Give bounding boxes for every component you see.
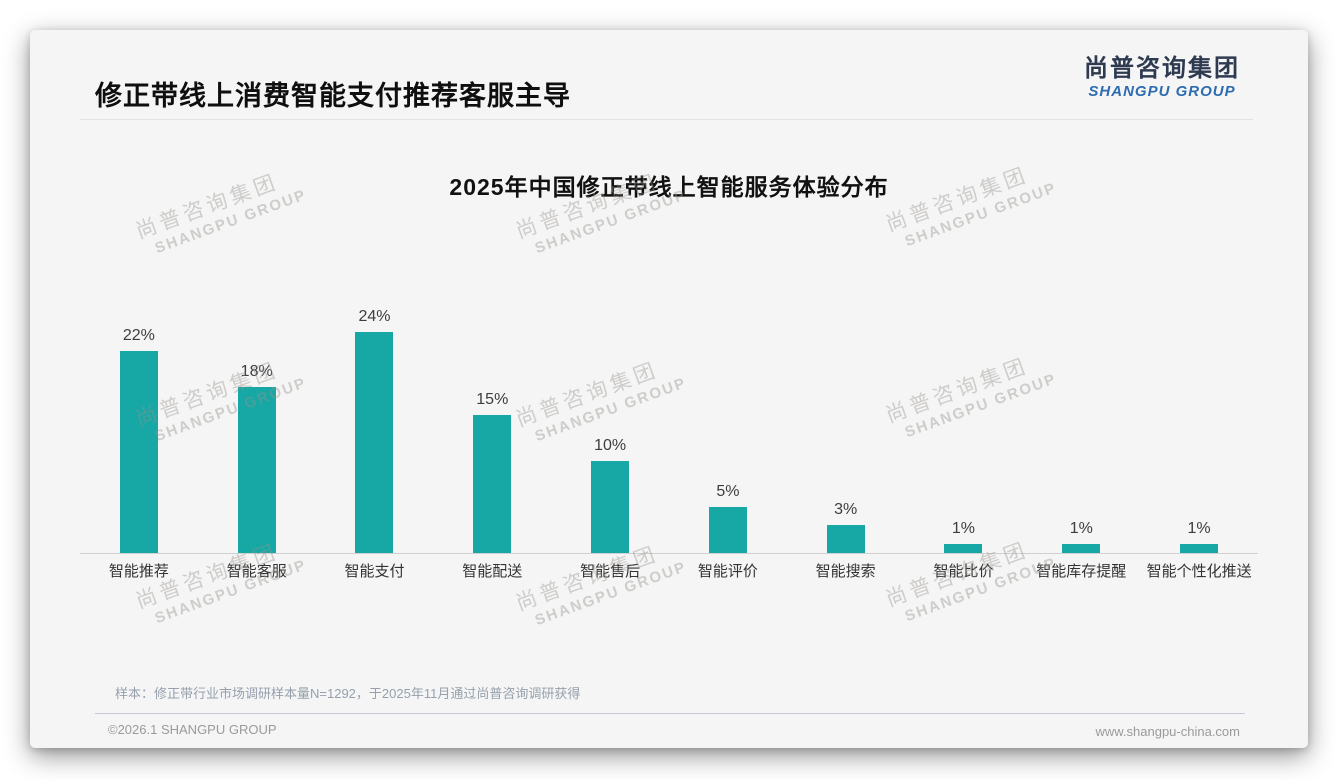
category-label: 智能个性化推送 xyxy=(1146,563,1252,580)
chart-title: 2025年中国修正带线上智能服务体验分布 xyxy=(449,174,889,200)
category-label: 智能售后 xyxy=(580,563,641,580)
bar xyxy=(473,415,512,553)
logo-en-text: SHANGPU GROUP xyxy=(1088,83,1236,101)
bar xyxy=(944,543,983,553)
bar-value-label: 15% xyxy=(476,391,509,408)
bar-column: 22% xyxy=(80,293,198,553)
bar-value-label: 18% xyxy=(240,363,273,381)
bar-value-label: 22% xyxy=(122,326,155,344)
footer-website: www.shangpu-china.com xyxy=(1095,724,1240,739)
bar-column: 1% xyxy=(1022,293,1140,553)
bar-value-label: 1% xyxy=(951,519,976,537)
slide-card: 修正带线上消费智能支付推荐客服主导 尚普咨询集团 SHANGPU GROUP 2… xyxy=(30,30,1308,748)
category-label: 智能比价 xyxy=(933,563,994,580)
bar xyxy=(826,525,865,553)
bar-column: 10% xyxy=(551,293,669,553)
bar xyxy=(1180,543,1219,553)
bar-value-label: 3% xyxy=(834,501,858,519)
bar xyxy=(1062,543,1101,553)
bar-value-label: 24% xyxy=(358,308,391,326)
bar xyxy=(591,461,630,553)
bar-column: 1% xyxy=(1140,293,1258,553)
slide-title: 修正带线上消费智能支付推荐客服主导 xyxy=(95,81,571,111)
category-label: 智能搜索 xyxy=(815,563,876,580)
footer-divider xyxy=(95,713,1245,714)
bar xyxy=(355,332,394,553)
category-label: 智能评价 xyxy=(697,563,758,580)
bar-value-label: 5% xyxy=(716,483,740,500)
bar-column: 18% xyxy=(198,293,316,553)
bar-column: 24% xyxy=(316,293,434,553)
bar-chart-plot-area: 22% 18% 24% 15% 10% 5% 3% 1% 1% 1% xyxy=(80,293,1258,554)
bar xyxy=(237,387,276,553)
bar-chart-category-axis: 智能推荐 智能客服 智能支付 智能配送 智能售后 智能评价 智能搜索 智能比价 智能库存提醒 智能… xyxy=(80,560,1258,581)
bar-value-label: 1% xyxy=(1187,519,1211,537)
company-logo: 尚普咨询集团 SHANGPU GROUP xyxy=(1084,55,1240,101)
bar-column: 1% xyxy=(905,293,1023,553)
logo-cn-text: 尚普咨询集团 xyxy=(1084,55,1240,82)
title-divider xyxy=(80,119,1253,120)
category-label: 智能支付 xyxy=(344,563,405,580)
bar xyxy=(708,507,747,553)
bar-column: 5% xyxy=(669,293,787,553)
sample-footnote: 样本：修正带行业市场调研样本量N=1292，于2025年11月通过尚普咨询调研获… xyxy=(115,686,581,701)
bar-value-label: 1% xyxy=(1069,519,1093,537)
bar-column: 3% xyxy=(787,293,905,553)
category-label: 智能客服 xyxy=(226,563,287,580)
bar-value-label: 10% xyxy=(594,437,627,454)
category-label: 智能库存提醒 xyxy=(1036,563,1127,580)
category-label: 智能推荐 xyxy=(108,563,169,580)
bar xyxy=(119,350,158,553)
bar-column: 15% xyxy=(433,293,551,553)
category-label: 智能配送 xyxy=(462,563,523,580)
footer-copyright: ©2026.1 SHANGPU GROUP xyxy=(108,722,277,737)
